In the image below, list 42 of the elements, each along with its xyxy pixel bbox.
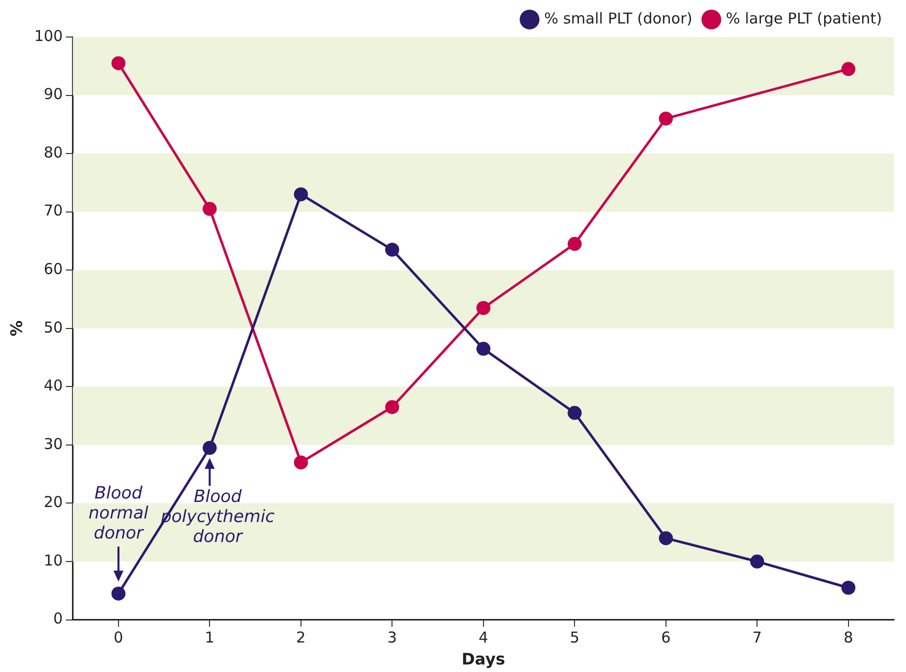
x-tick-label: 8 [844,628,854,647]
x-tick-label: 4 [478,628,488,647]
point [658,531,673,546]
y-tick-label: 60 [44,260,63,278]
point [568,406,582,420]
y-axis-title: % [6,320,26,336]
x-tick-label: 1 [204,628,214,647]
x-axis-title: Days [462,650,506,669]
y-tick-label: 30 [44,434,63,453]
x-tick-label: 6 [661,628,671,647]
legend-label: % large PLT (patient) [726,9,882,28]
point [750,554,764,569]
point [294,455,308,470]
point [385,242,400,257]
legend-label: % small PLT (donor) [544,9,692,28]
y-tick-label: 10 [44,551,63,570]
point [476,301,490,315]
point [202,202,217,216]
point [476,342,490,356]
x-tick-label: 7 [752,628,762,647]
point [658,112,673,126]
x-tick-label: 0 [114,628,124,647]
y-tick-label: 90 [44,85,63,104]
annotation: Blood normal donor [88,484,149,544]
point [385,400,400,414]
y-tick-label: 100 [34,26,63,45]
point [202,440,217,455]
x-tick-label: 3 [387,628,397,647]
x-tick-label: 2 [296,628,306,647]
y-tick-label: 70 [44,202,63,220]
y-tick-label: 20 [44,493,63,512]
y-tick-label: 50 [44,318,63,336]
y-tick-label: 80 [44,143,63,162]
point [841,580,856,595]
point [568,236,582,251]
x-tick-label: 5 [570,628,580,647]
y-tick-label: 0 [53,610,63,628]
y-tick-label: 40 [44,376,63,395]
point [111,56,126,70]
point [841,62,856,76]
point [294,187,308,202]
point [111,586,126,601]
